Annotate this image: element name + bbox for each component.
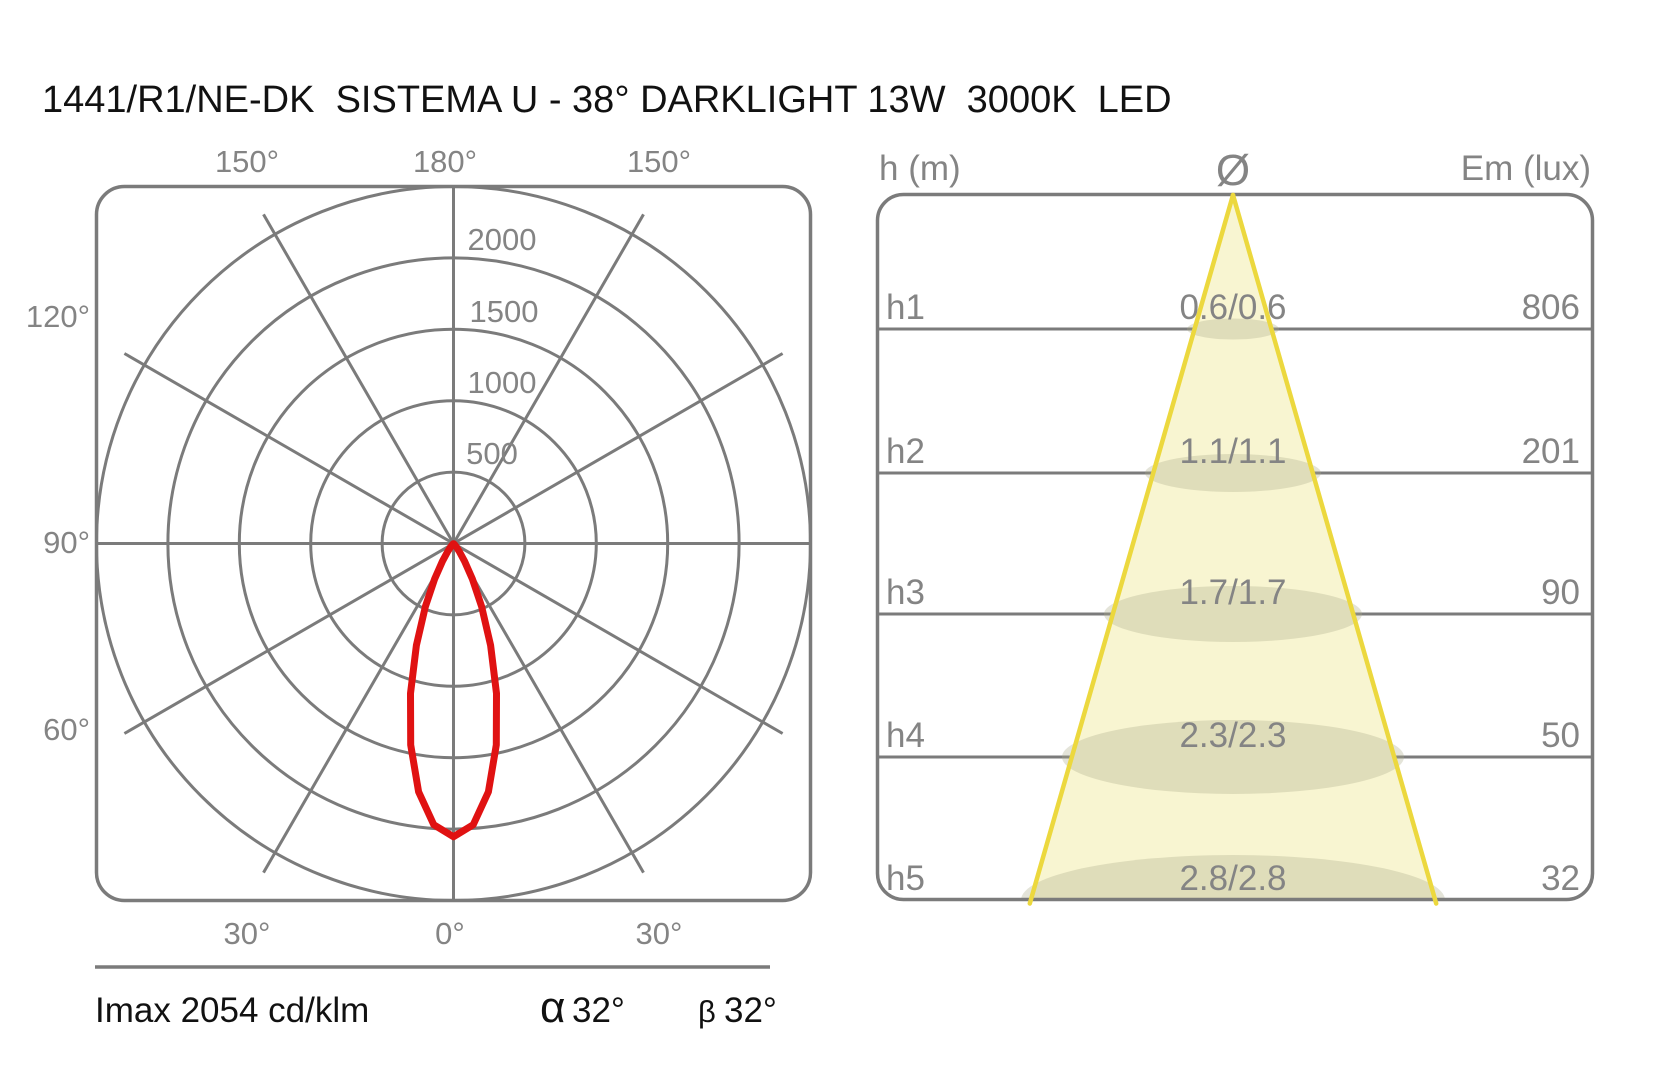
angle-label-150-left: 150° (215, 144, 279, 179)
angle-label-150-right: 150° (627, 144, 691, 179)
em-value-h3: 90 (1541, 573, 1580, 612)
em-value-h5: 32 (1541, 859, 1580, 898)
cone-edge-right (1230, 192, 1439, 906)
angle-label-180: 180° (413, 144, 477, 179)
alpha-beam-angle: 32° (572, 991, 625, 1030)
em-value-h1: 806 (1522, 288, 1580, 327)
beam-ellipse-h1 (1187, 318, 1279, 340)
beta-beam-angle: 32° (724, 991, 777, 1030)
angle-label-120: 120° (26, 299, 90, 334)
beam-group (1021, 194, 1445, 900)
angle-label-30-left: 30° (224, 916, 271, 951)
beta-symbol: β (698, 994, 716, 1029)
header-height: h (m) (879, 149, 961, 188)
diameter-value-h2: 1.1/1.1 (1179, 432, 1286, 471)
ring-label-1000: 1000 (468, 365, 537, 400)
cone-edge-left (1027, 192, 1236, 906)
header-diameter: Ø (1216, 146, 1250, 195)
ring-label-500: 500 (466, 436, 518, 471)
height-label-h4: h4 (886, 716, 925, 755)
em-value-h4: 50 (1541, 716, 1580, 755)
em-value-h2: 201 (1522, 432, 1580, 471)
polar-frame (94, 184, 813, 903)
height-label-h5: h5 (886, 859, 925, 898)
angle-label-90: 90° (43, 525, 90, 560)
cone-diagram: h (m) Ø Em (lux) h1 0.6/0.6 806 h2 1.1/1… (875, 146, 1595, 906)
ring-label-1500: 1500 (470, 294, 539, 329)
diameter-value-h1: 0.6/0.6 (1179, 288, 1286, 327)
diameter-value-h5: 2.8/2.8 (1179, 859, 1286, 898)
angle-label-30-right: 30° (636, 916, 683, 951)
alpha-symbol: α (540, 983, 565, 1032)
height-label-h2: h2 (886, 432, 925, 471)
angle-label-0: 0° (435, 916, 465, 951)
beam-ellipse-h4 (1062, 720, 1404, 794)
angle-label-60: 60° (43, 712, 90, 747)
diameter-value-h3: 1.7/1.7 (1179, 573, 1286, 612)
light-cone (1030, 194, 1436, 900)
polar-diagram: 150° 180° 150° 120° 90° 60° 30° 0° 30° 5… (26, 144, 813, 1032)
page-title: 1441/R1/NE-DK SISTEMA U - 38° DARKLIGHT … (42, 79, 1172, 121)
height-label-h1: h1 (886, 288, 925, 327)
beam-ellipse-h2 (1145, 454, 1321, 492)
ring-label-2000: 2000 (468, 222, 537, 257)
beam-ellipse-h5 (1021, 855, 1445, 900)
imax-value: Imax 2054 cd/klm (95, 991, 369, 1030)
beam-ellipse-h3 (1104, 586, 1362, 642)
diameter-value-h4: 2.3/2.3 (1179, 716, 1286, 755)
height-label-h3: h3 (886, 573, 925, 612)
intensity-curve (407, 540, 500, 841)
header-em: Em (lux) (1461, 149, 1591, 188)
